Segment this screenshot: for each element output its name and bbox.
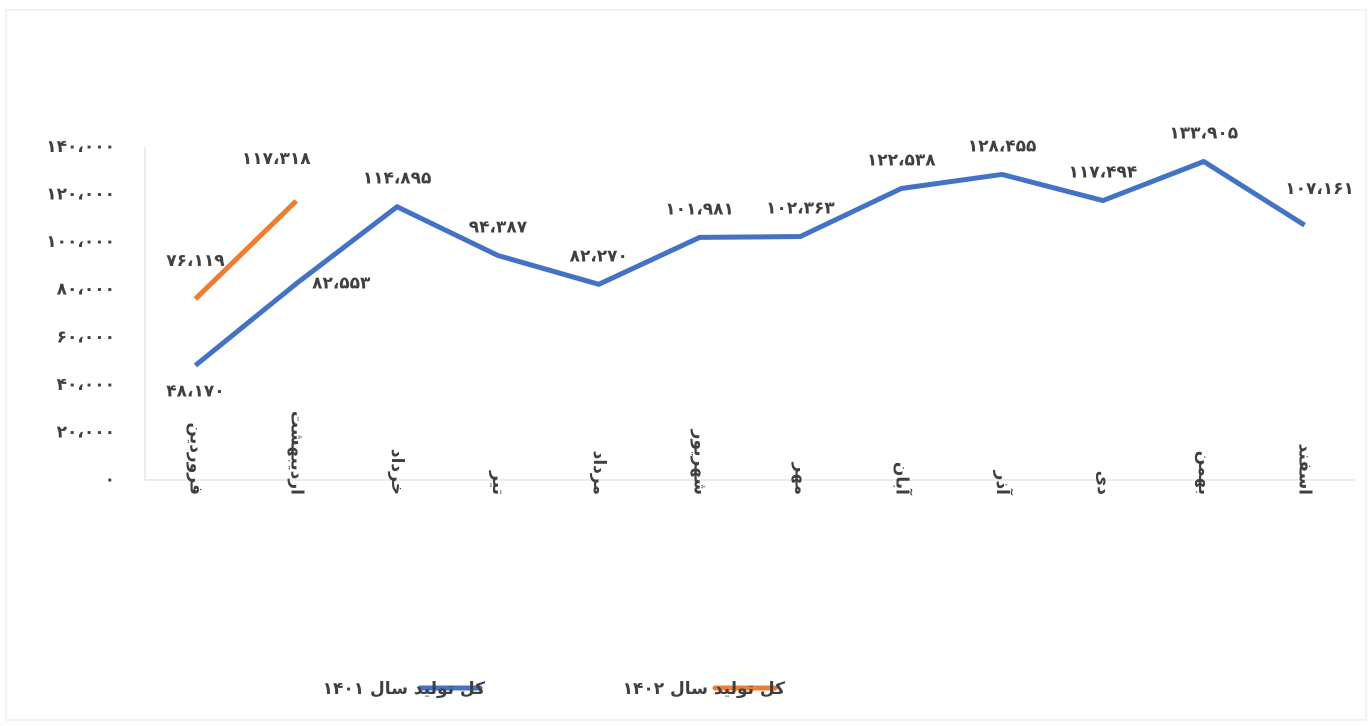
x-tick-label: آذر [992,470,1014,497]
chart-frame [5,9,1367,721]
y-tick-label: ۰ [105,470,115,490]
data-label: ۹۴،۳۸۷ [469,217,528,237]
y-tick-label: ۱۴۰،۰۰۰ [46,137,115,157]
data-label: ۷۶،۱۱۹ [166,251,225,271]
data-label: ۱۰۱،۹۸۱ [665,199,734,219]
data-label: ۱۳۳،۹۰۵ [1169,123,1238,143]
data-label: ۱۰۲،۳۶۳ [766,199,835,219]
legend-label: کل تولید سال ۱۴۰۱ [323,679,485,699]
x-tick-label: اسفند [1295,443,1315,495]
x-tick-label: فروردین [185,423,205,495]
x-tick-label: بهمن [1194,451,1214,495]
data-label: ۸۲،۲۷۰ [570,246,628,266]
y-tick-label: ۱۲۰،۰۰۰ [46,185,115,205]
x-tick-label: مهر [790,462,810,495]
data-label: ۴۸،۱۷۰ [166,381,224,401]
y-tick-label: ۸۰،۰۰۰ [57,280,115,300]
x-tick-label: خرداد [387,449,407,495]
data-label: ۸۲،۵۵۳ [312,274,371,294]
data-label: ۱۰۷،۱۶۱ [1285,179,1354,199]
x-tick-label: اردیبهشت [286,411,306,495]
data-label: ۱۲۲،۵۳۸ [867,151,936,171]
y-tick-label: ۴۰،۰۰۰ [57,375,115,395]
data-label: ۱۲۸،۴۵۵ [968,136,1037,156]
data-label: ۱۱۷،۴۹۴ [1069,163,1138,183]
series-line [193,158,1306,368]
series-line [193,199,298,301]
data-label: ۱۱۷،۳۱۸ [242,149,311,169]
x-tick-label: شهریور [690,429,710,495]
y-tick-label: ۱۰۰،۰۰۰ [46,232,115,252]
legend-label: کل تولید سال ۱۴۰۲ [623,679,785,699]
x-tick-label: مرداد [589,451,609,495]
y-tick-label: ۶۰،۰۰۰ [57,327,115,347]
data-label: ۱۱۴،۸۹۵ [363,169,432,189]
x-tick-label: دی [1093,471,1113,496]
x-tick-label: تیر [488,470,508,495]
x-tick-label: آبان [891,462,913,496]
y-tick-label: ۲۰،۰۰۰ [57,422,115,442]
